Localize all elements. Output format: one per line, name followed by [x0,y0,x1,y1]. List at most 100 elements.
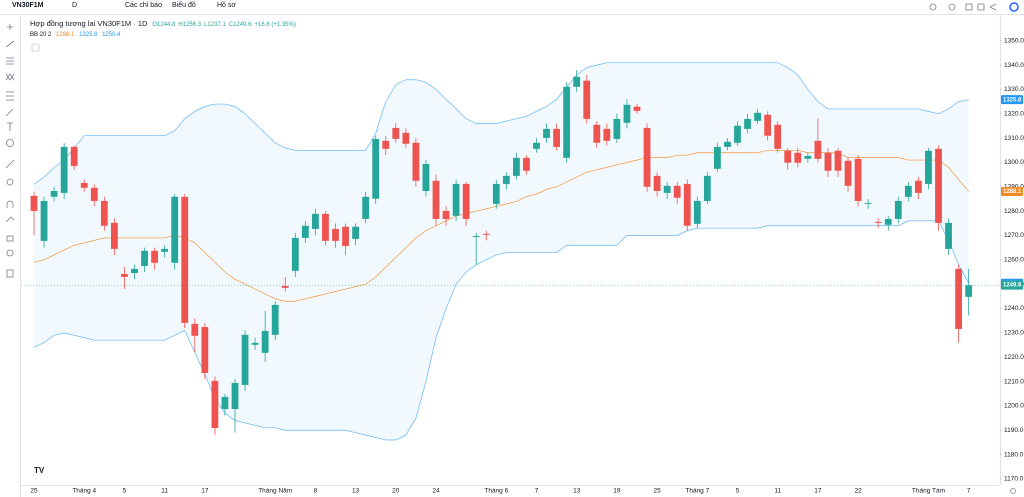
candle-body [191,323,199,336]
price-box-label: 1288.1 [1003,189,1022,195]
share-icon[interactable] [989,3,997,11]
candle-body [80,182,88,188]
price-box [1001,186,1023,196]
x-tick-label: 20 [392,488,400,495]
candle-body [904,185,912,197]
draw-mode-tool[interactable] [5,216,15,223]
candle-body [100,200,108,226]
candle-body [432,180,440,219]
y-tick-label: 1230.0 [1004,330,1024,337]
crosshair-tool[interactable] [7,24,13,30]
candle-body [482,233,490,235]
candle-body [633,106,641,111]
interval[interactable]: D [72,2,78,9]
axis-settings[interactable] [1010,488,1016,494]
candle-body [965,285,973,297]
candle-body [643,127,651,187]
zoom-tool[interactable] [6,178,14,186]
top-right-icons[interactable] [929,2,1019,12]
search-icon[interactable] [929,3,937,11]
chart-button[interactable]: Biểu đồ [172,2,196,9]
candle-body [362,196,370,219]
fullscreen-icon[interactable] [965,3,973,11]
x-tick-label: Tháng 6 [484,488,508,495]
candle-body [894,200,902,219]
settings-icon[interactable] [948,3,956,11]
candle-body [764,114,772,136]
price-box [1001,95,1023,105]
x-tick-label: 13 [352,488,360,495]
y-tick-label: 1190.0 [1004,427,1024,434]
candle-body [301,225,309,238]
candle-body [251,342,259,345]
candle-body [412,142,420,181]
indicators-button[interactable]: Các chỉ báo [125,2,162,9]
candle-body [231,383,239,410]
forecast-tool[interactable] [6,91,14,101]
magnet-tool[interactable] [6,200,14,208]
candle-body [492,183,500,204]
candle-body [241,334,249,385]
candle-body [181,196,189,323]
candle-body [915,180,922,193]
candle-body [714,146,721,169]
trend-line-tool[interactable] [5,40,15,48]
candle-body [935,148,942,223]
candle-body [553,128,560,147]
candle-body [271,304,279,335]
profile-button[interactable]: Hồ sơ [217,2,236,9]
pattern-tool[interactable] [5,73,15,81]
y-tick-label: 1300.0 [1004,159,1024,166]
y-tick-label: 1180.0 [1004,451,1024,458]
lock-tool[interactable] [6,235,14,242]
measure-tool[interactable] [5,159,15,169]
candle-body [734,125,741,143]
icon-tool[interactable] [6,139,14,147]
candle-body [322,213,329,241]
x-tick-label: Tháng Năm [258,488,292,495]
candle-body [111,222,118,249]
ohlc-value: H1256.3 [178,22,202,28]
collapse-legend[interactable] [31,43,40,52]
x-tick-label: 25 [30,488,38,495]
candle-body [854,158,862,201]
brush-tool[interactable] [5,108,14,117]
candle-body [70,146,78,166]
candle-body [151,250,158,263]
candle-body [613,118,621,139]
candle-body [352,226,359,239]
band-basis-line [33,149,969,302]
candle-body [673,185,681,198]
y-tick-label: 1210.0 [1004,378,1024,385]
text-tool[interactable] [7,122,13,131]
ohlc-legend: O1244.8 H1256.3 L1237.1 C1249.6 +16.6 (+1.35… [152,22,298,28]
candle-body [50,190,58,197]
candle-body [703,175,711,201]
candle-body [794,152,802,163]
candle-body [945,222,952,249]
hide-tool[interactable] [6,249,14,257]
y-tick-label: 1170.0 [1004,476,1024,483]
left-toolbar[interactable] [5,24,15,278]
candle-body [744,118,751,129]
bb-label: BB 20 2 [30,32,52,38]
x-tick-label: 22 [854,488,862,495]
candle-body [593,124,601,143]
candle-body [332,228,339,241]
x-tick-label: 5 [736,488,740,495]
y-tick-label: 1320.0 [1004,111,1024,118]
candle-body [603,128,611,141]
candle-body [281,285,289,288]
candle-body [513,157,520,176]
ohlc-value: L1237.1 [204,22,226,28]
y-tick-label: 1270.0 [1004,232,1024,239]
y-tick-label: 1200.0 [1004,403,1024,410]
bb-upper-value: 1325.8 [79,32,98,38]
candle-body [442,210,450,219]
snapshot-icon[interactable] [977,3,985,11]
remove-tool[interactable] [6,269,14,278]
candle-body [261,330,269,353]
fib-tool[interactable] [6,57,14,65]
symbol[interactable]: VN30F1M [12,2,44,9]
